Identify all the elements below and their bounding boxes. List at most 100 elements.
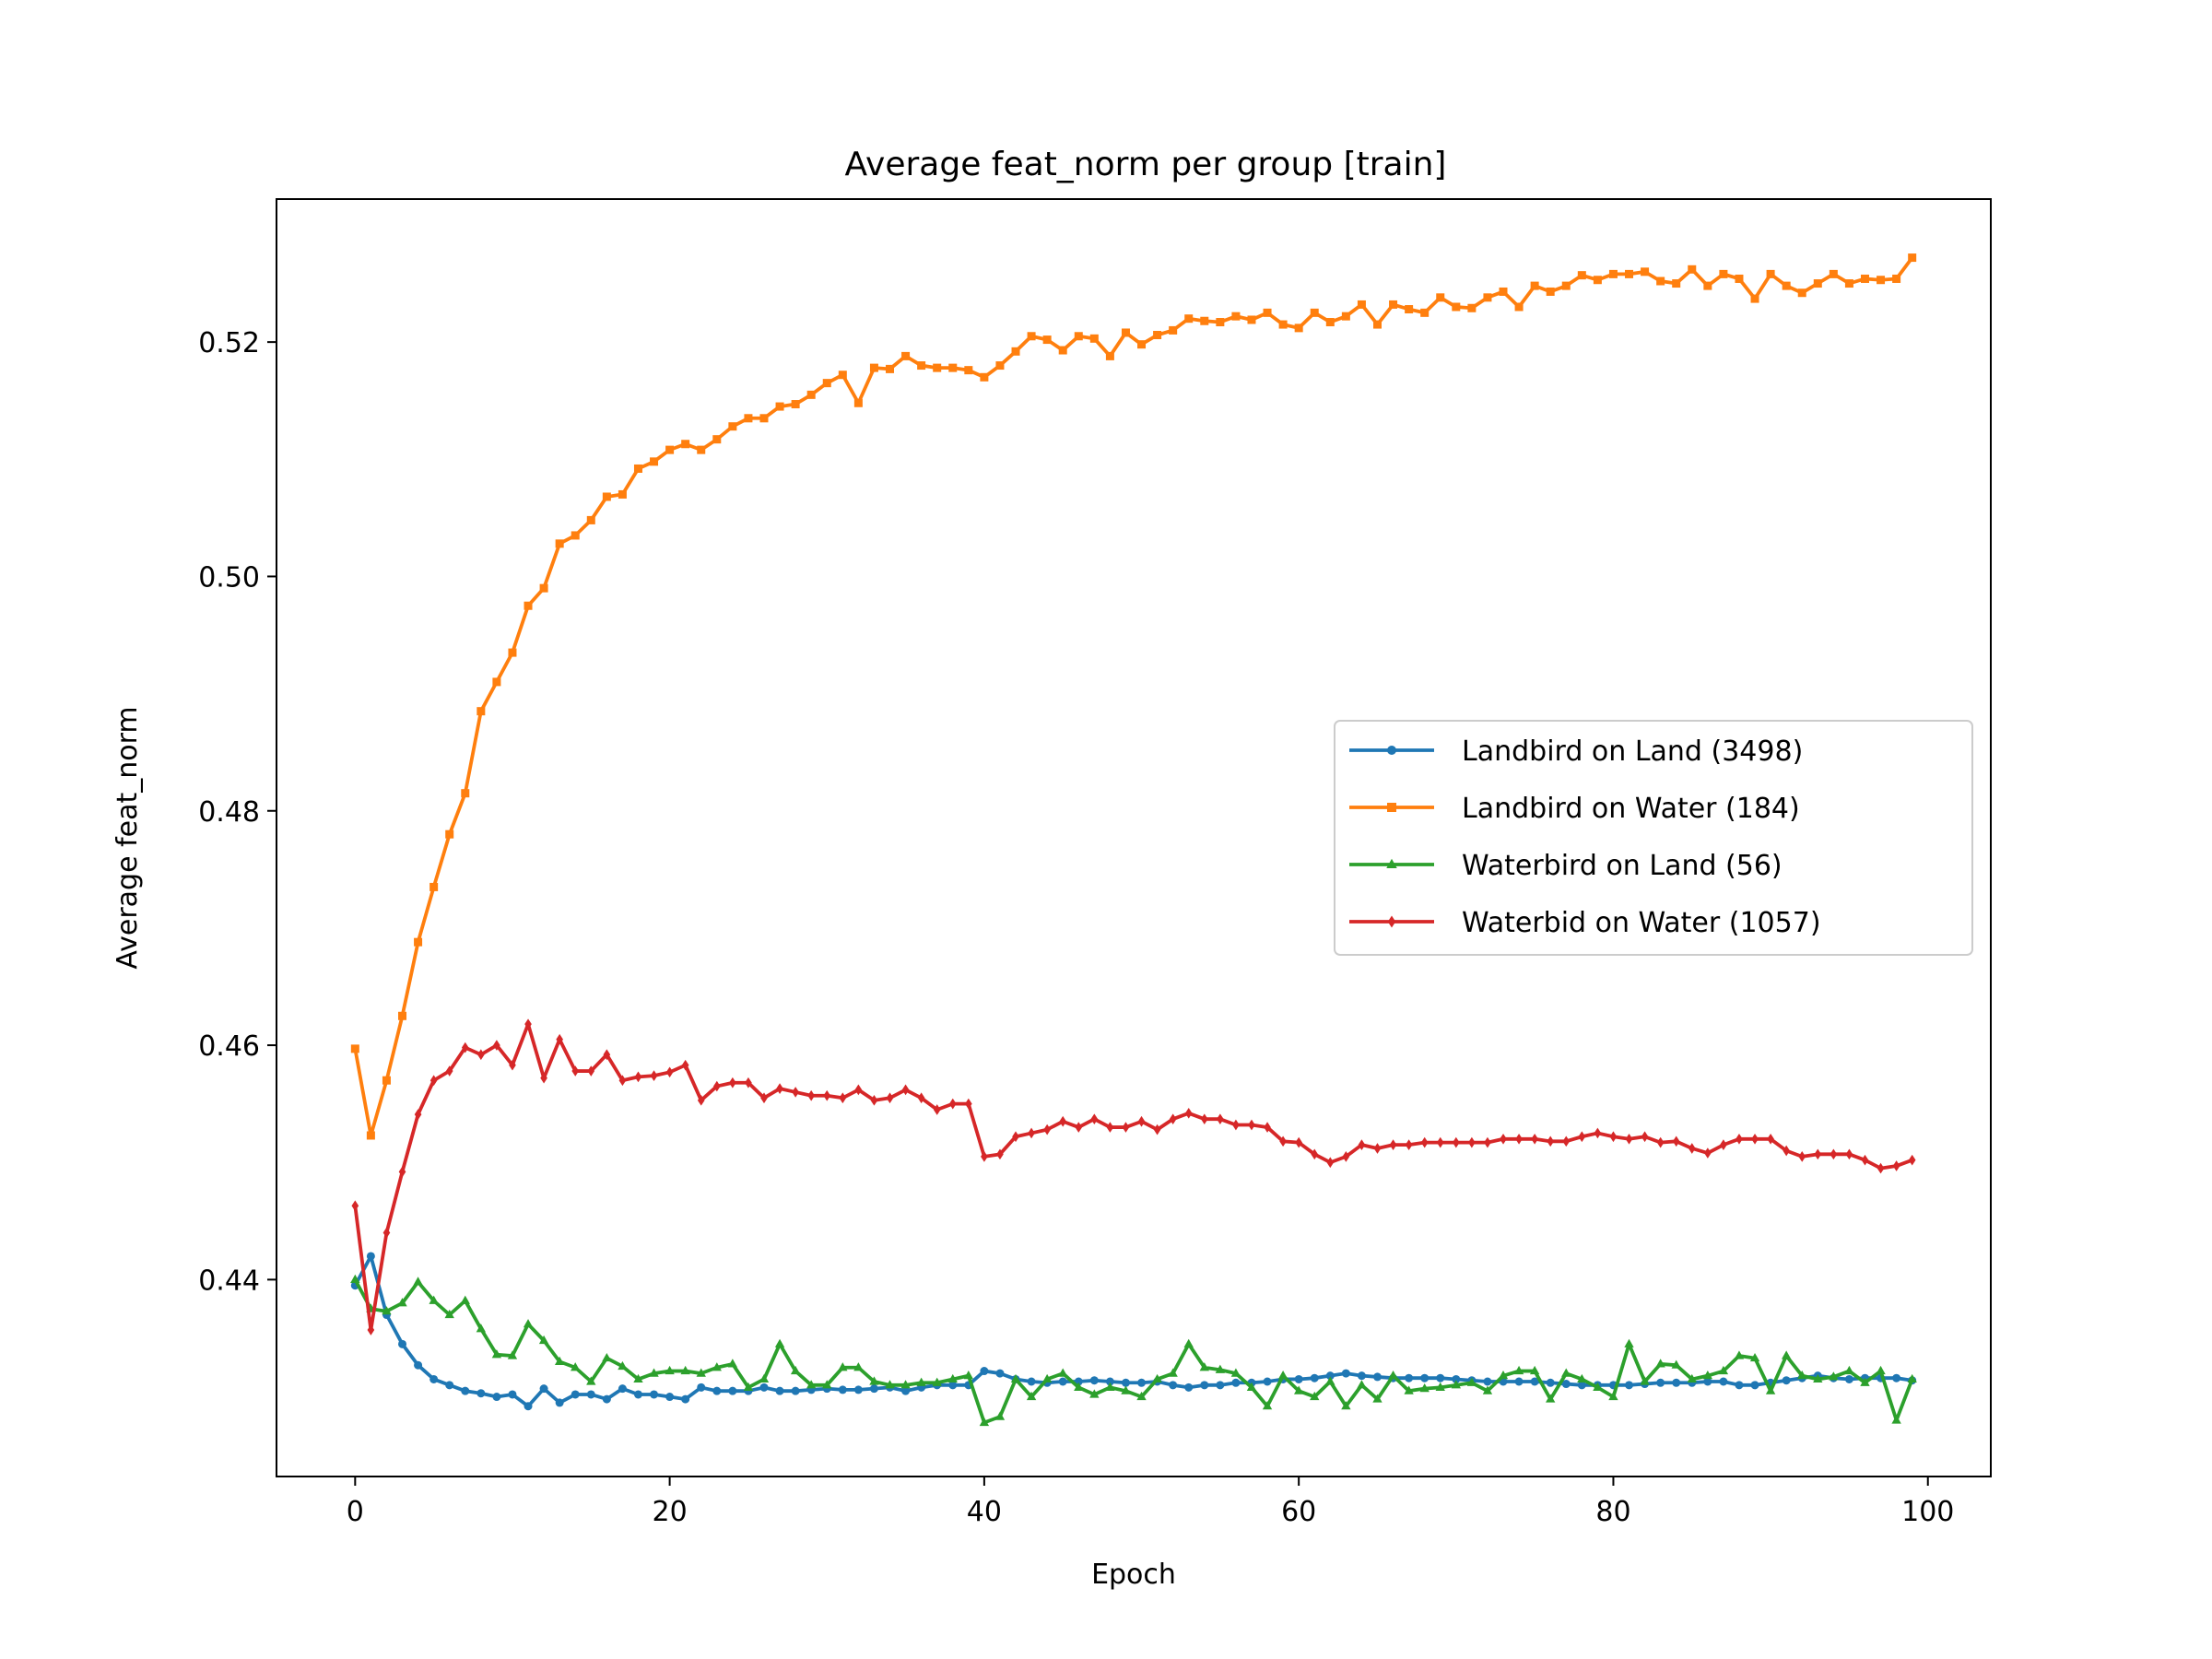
x-tick-label: 80 <box>1595 1496 1630 1528</box>
data-point <box>1861 1154 1869 1166</box>
data-point <box>493 1040 500 1051</box>
data-point <box>1593 1382 1603 1391</box>
data-point <box>839 1092 847 1104</box>
data-point <box>1892 1160 1900 1171</box>
data-point <box>1688 1143 1696 1154</box>
data-point <box>571 531 580 540</box>
data-point <box>1028 1127 1035 1139</box>
data-point <box>728 422 737 431</box>
data-point <box>1546 287 1555 296</box>
chart-title: Average feat_norm per group [train] <box>845 146 1447 183</box>
data-point <box>1765 1385 1776 1394</box>
data-point <box>1703 281 1712 290</box>
data-point <box>1105 1377 1114 1386</box>
data-point <box>1420 1373 1430 1382</box>
data-point <box>1075 1122 1083 1133</box>
data-point <box>507 1350 518 1359</box>
series-3 <box>351 1018 1916 1335</box>
data-point <box>1372 1372 1382 1382</box>
data-point <box>460 1295 470 1304</box>
data-point <box>1561 1368 1571 1377</box>
data-point <box>1467 303 1477 312</box>
legend-marker <box>1387 803 1396 812</box>
data-point <box>1767 1133 1774 1145</box>
data-point <box>1577 1381 1586 1390</box>
data-point <box>1042 335 1052 345</box>
data-point <box>650 1070 658 1081</box>
data-point <box>727 1359 738 1368</box>
data-point <box>634 1071 642 1083</box>
data-point <box>1468 1136 1476 1148</box>
data-point <box>1326 1157 1335 1169</box>
data-point <box>1200 1381 1209 1390</box>
data-point <box>1749 1352 1760 1362</box>
data-point <box>1294 324 1303 333</box>
data-point <box>1829 1371 1839 1381</box>
data-point <box>729 1077 736 1088</box>
data-point <box>1247 315 1256 324</box>
data-point <box>1152 1373 1162 1383</box>
data-point <box>1389 1139 1397 1150</box>
data-point <box>1341 1369 1350 1378</box>
data-point <box>681 1394 690 1404</box>
data-point <box>996 1148 1004 1160</box>
data-point <box>1829 269 1838 278</box>
data-point <box>1656 1378 1665 1387</box>
data-point <box>444 1309 454 1319</box>
data-point <box>1499 287 1508 296</box>
data-point <box>680 1365 690 1375</box>
data-point <box>1436 1373 1445 1382</box>
data-point <box>1640 1376 1650 1385</box>
data-point <box>1246 1382 1257 1391</box>
data-point <box>476 1324 487 1333</box>
data-point <box>681 440 690 449</box>
data-point <box>1892 274 1901 283</box>
data-point <box>1027 332 1036 341</box>
data-point <box>1577 1373 1587 1383</box>
data-point <box>508 1390 517 1399</box>
data-point <box>1121 1385 1131 1394</box>
data-point <box>524 601 533 610</box>
data-point <box>1608 1391 1618 1401</box>
data-point <box>603 1049 611 1061</box>
data-point <box>774 1338 785 1347</box>
data-point <box>1451 1380 1461 1389</box>
data-point <box>665 1066 674 1078</box>
data-point <box>429 882 439 891</box>
data-point <box>1106 1122 1114 1133</box>
data-point <box>1892 1373 1901 1382</box>
data-point <box>1594 1127 1602 1139</box>
data-point <box>1687 1373 1697 1383</box>
data-point <box>1529 1365 1540 1375</box>
data-point <box>398 1166 406 1178</box>
data-point <box>492 677 501 687</box>
data-point <box>1860 274 1869 283</box>
data-point <box>963 1371 974 1380</box>
data-point <box>853 398 863 407</box>
data-point <box>602 492 611 501</box>
data-point <box>1546 1394 1556 1403</box>
data-point <box>1860 1377 1870 1386</box>
data-point <box>981 1151 988 1162</box>
data-point <box>1231 312 1241 321</box>
data-point <box>1325 1376 1335 1385</box>
data-point <box>665 1365 675 1375</box>
data-point <box>1719 269 1728 278</box>
data-point <box>382 1227 391 1239</box>
data-point <box>1043 1124 1051 1135</box>
data-point <box>917 361 926 371</box>
data-point <box>964 366 973 375</box>
data-point <box>1342 1151 1350 1162</box>
legend-item: Landbird on Water (184) <box>1349 793 1800 825</box>
data-point <box>554 1356 565 1365</box>
data-point <box>1813 1373 1823 1383</box>
data-point <box>555 1398 564 1407</box>
data-point <box>1010 1373 1021 1383</box>
data-point <box>1641 1131 1649 1143</box>
data-point <box>1452 1374 1461 1383</box>
data-point <box>538 1335 549 1345</box>
data-point <box>933 363 942 372</box>
data-point <box>1200 1113 1208 1125</box>
data-point <box>1264 1122 1271 1133</box>
